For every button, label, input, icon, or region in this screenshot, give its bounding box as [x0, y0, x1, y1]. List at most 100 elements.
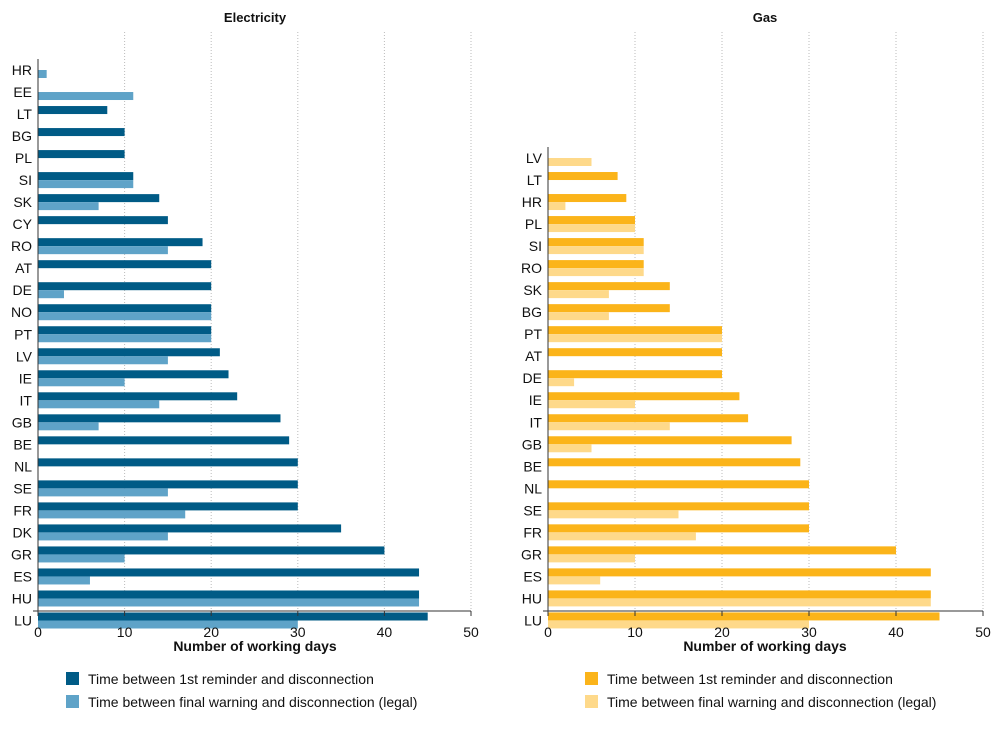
category-tick-label: HU — [522, 590, 542, 606]
category-tick-label: SI — [529, 238, 542, 254]
bar-electricity-legal — [38, 422, 99, 431]
bar-electricity-reminder — [38, 612, 428, 621]
x-tick-label: 50 — [975, 624, 991, 640]
legend-swatch — [585, 672, 598, 685]
category-tick-label: BE — [13, 436, 32, 452]
category-tick-label: IE — [529, 392, 542, 408]
bar-gas-legal — [548, 620, 809, 629]
category-tick-label: LU — [524, 612, 542, 628]
bar-gas-legal — [548, 158, 592, 166]
bar-gas-legal — [548, 422, 670, 431]
bar-electricity-legal — [38, 334, 212, 343]
category-tick-label: FR — [523, 524, 542, 540]
category-tick-label: GR — [11, 546, 32, 562]
bar-gas-legal — [548, 554, 635, 563]
category-tick-label: ES — [523, 568, 542, 584]
category-tick-label: IT — [530, 414, 543, 430]
legend-label: Time between 1st reminder and disconnect… — [607, 671, 893, 687]
bar-electricity-reminder — [38, 326, 212, 335]
bar-electricity-reminder — [38, 304, 212, 313]
bar-electricity-reminder — [38, 128, 125, 137]
category-tick-label: SE — [523, 502, 542, 518]
bar-electricity-reminder — [38, 260, 212, 269]
category-tick-label: RO — [521, 260, 542, 276]
category-tick-label: GR — [521, 546, 542, 562]
bar-electricity-legal — [38, 202, 99, 211]
category-tick-label: PT — [14, 326, 32, 342]
bar-gas-legal — [548, 334, 722, 343]
category-tick-label: NL — [524, 480, 542, 496]
bar-electricity-legal — [38, 510, 186, 519]
category-tick-label: HU — [12, 590, 32, 606]
bar-electricity-reminder — [38, 436, 290, 445]
category-tick-label: PL — [15, 150, 32, 166]
bar-electricity-legal — [38, 488, 168, 497]
bar-electricity-reminder — [38, 106, 108, 115]
bar-electricity-reminder — [38, 370, 229, 379]
category-tick-label: HR — [12, 62, 32, 78]
category-tick-label: LT — [17, 106, 33, 122]
bar-electricity-legal — [38, 180, 134, 189]
bar-electricity-legal — [38, 400, 160, 409]
category-tick-label: EE — [13, 84, 32, 100]
bar-gas-legal — [548, 400, 635, 409]
category-tick-label: SK — [13, 194, 32, 210]
bar-gas-legal — [548, 378, 575, 387]
bar-gas-reminder — [548, 612, 940, 621]
x-axis-label: Number of working days — [173, 638, 337, 654]
bar-electricity-legal — [38, 620, 298, 629]
bar-electricity-reminder — [38, 282, 212, 291]
bar-electricity-reminder — [38, 458, 298, 467]
x-tick-label: 20 — [714, 624, 730, 640]
bar-electricity-legal — [38, 598, 420, 607]
x-tick-label: 10 — [117, 624, 133, 640]
legend-swatch — [66, 695, 79, 708]
bar-electricity-reminder — [38, 524, 342, 533]
category-tick-label: BG — [12, 128, 32, 144]
bar-electricity-reminder — [38, 502, 298, 511]
bar-electricity-legal — [38, 70, 47, 78]
bar-electricity-legal — [38, 290, 64, 299]
bar-electricity-reminder — [38, 546, 385, 555]
bar-electricity-reminder — [38, 348, 220, 357]
bar-electricity-reminder — [38, 172, 134, 181]
category-tick-label: ES — [13, 568, 32, 584]
x-axis-label: Number of working days — [683, 638, 847, 654]
category-tick-label: LV — [16, 348, 33, 364]
bar-electricity-legal — [38, 532, 168, 541]
category-tick-label: RO — [11, 238, 32, 254]
bar-gas-reminder — [548, 216, 635, 225]
bar-gas-legal — [548, 224, 635, 233]
category-tick-label: BE — [523, 458, 542, 474]
bar-gas-legal — [548, 290, 609, 299]
bar-gas-reminder — [548, 172, 618, 181]
category-tick-label: SI — [19, 172, 32, 188]
category-tick-label: LV — [526, 150, 543, 166]
bar-gas-legal — [548, 312, 609, 321]
bar-gas-reminder — [548, 326, 722, 335]
bar-gas-reminder — [548, 546, 896, 555]
bar-gas-reminder — [548, 392, 740, 401]
bar-electricity-reminder — [38, 568, 420, 577]
bar-electricity-legal — [38, 576, 90, 585]
bar-gas-legal — [548, 532, 696, 541]
bar-gas-reminder — [548, 568, 931, 577]
bar-electricity-reminder — [38, 216, 168, 225]
bar-electricity-legal — [38, 246, 168, 255]
legend-swatch — [66, 672, 79, 685]
bar-electricity-reminder — [38, 414, 281, 423]
category-tick-label: NO — [11, 304, 32, 320]
category-tick-label: PL — [525, 216, 542, 232]
category-tick-label: BG — [522, 304, 542, 320]
x-tick-label: 30 — [290, 624, 306, 640]
category-tick-label: CY — [13, 216, 33, 232]
chart-panel-gas: Gas LV LT HR PL SI RO SK BG PT AT DE IE IT GB BE NL SE FR G… — [521, 10, 991, 710]
bar-gas-reminder — [548, 282, 670, 291]
bar-gas-legal — [548, 246, 644, 255]
bar-electricity-legal — [38, 378, 125, 387]
x-tick-label: 40 — [377, 624, 393, 640]
x-tick-label: 0 — [34, 624, 42, 640]
bar-gas-legal — [548, 598, 931, 607]
